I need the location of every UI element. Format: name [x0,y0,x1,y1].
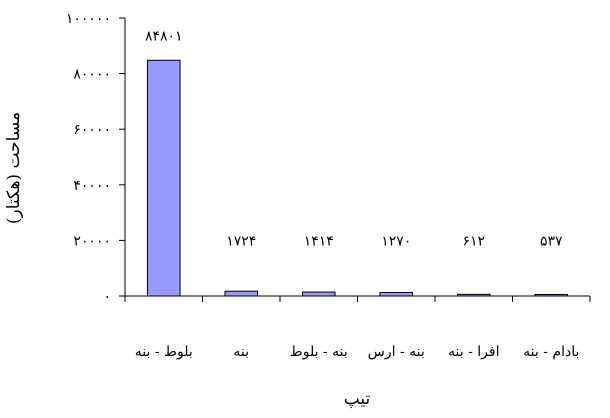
bar [224,290,259,297]
y-tick-label: ۰ [103,289,111,305]
data-label: ۸۴۸۰۱ [145,28,183,44]
y-tick-label: ۴۰۰۰۰ [73,178,111,194]
category-label: افرا - بنه [448,344,499,360]
y-axis-title: مساحت (هکتار) [4,112,24,224]
y-tick-label: ۱۰۰۰۰۰ [66,11,111,27]
data-label: ۵۳۷ [540,233,563,249]
bar [456,293,491,297]
data-label: ۱۲۷۰ [381,233,411,249]
category-labels: بلوط - بنه بنه بنه - بلوط بنه - ارس افرا - ب… [135,344,580,360]
y-tick-label: ۸۰۰۰۰ [73,67,111,83]
y-tick-label: ۲۰۰۰۰ [73,233,111,249]
bar [379,291,414,297]
data-labels: ۸۴۸۰۱ ۱۷۲۴ ۱۴۱۴ ۱۲۷۰ ۶۱۲ ۵۳۷ [145,28,563,249]
data-label: ۱۷۲۴ [226,233,256,249]
category-label: بنه - بلوط [290,344,348,360]
x-ticks [124,296,591,302]
category-label: بادام - بنه [523,344,579,360]
category-label: بنه [233,344,249,360]
category-label: بلوط - بنه [135,344,193,360]
data-label: ۱۴۱۴ [304,233,334,249]
bar [534,294,569,297]
y-ticks: ۰ ۲۰۰۰۰ ۴۰۰۰۰ ۶۰۰۰۰ ۸۰۰۰۰ ۱۰۰۰۰۰ [66,11,125,305]
y-tick-label: ۶۰۰۰۰ [73,122,111,138]
bar [146,59,181,297]
bars [146,59,569,297]
bar [301,291,336,297]
x-axis-title: تیپ [344,389,371,409]
category-label: بنه - ارس [368,344,425,360]
axes [124,18,590,297]
data-label: ۶۱۲ [462,233,485,249]
